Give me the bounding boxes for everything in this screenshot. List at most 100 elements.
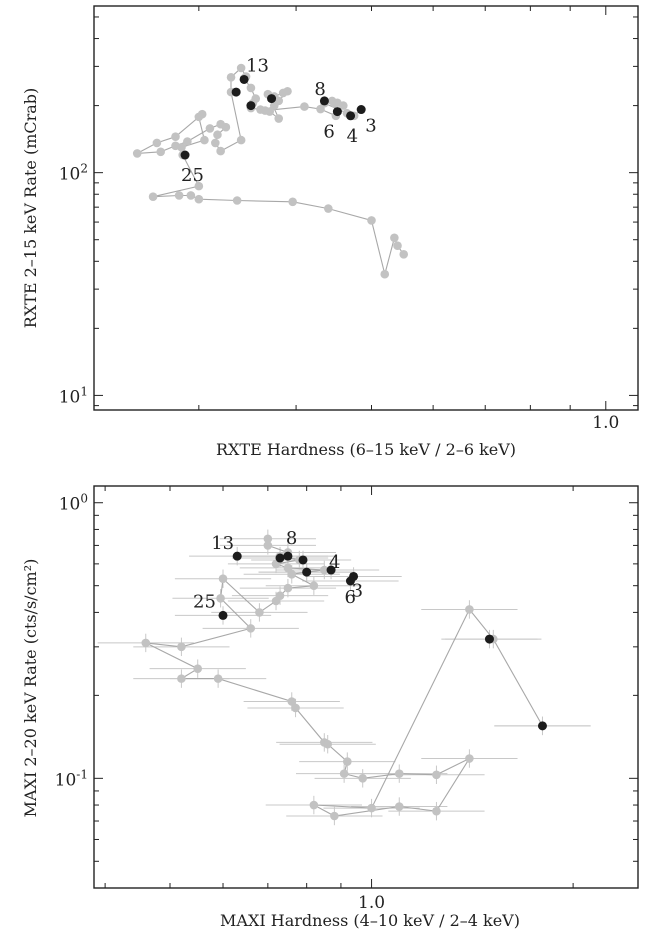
gray-point xyxy=(171,132,180,142)
gray-point xyxy=(132,149,142,158)
gray-point xyxy=(205,124,215,133)
gray-point xyxy=(218,574,228,584)
point-label: 8 xyxy=(314,79,325,100)
gray-point xyxy=(148,192,158,201)
gray-point xyxy=(177,642,186,652)
rxte-panel: 25 13 8 6 4 3 1.0 101 102 RXTE Hardness (6–15… xyxy=(21,5,639,459)
maxi-error-bars xyxy=(97,529,591,826)
gray-point xyxy=(177,674,186,683)
maxi-y-axis-label: MAXI 2–20 keV Rate (cts/s/cm²) xyxy=(21,559,40,818)
black-point xyxy=(267,94,277,104)
point-label: 13 xyxy=(246,55,269,76)
black-point xyxy=(537,721,547,731)
gray-point xyxy=(323,739,333,749)
black-point xyxy=(319,96,329,106)
gray-point xyxy=(246,83,256,93)
gray-point xyxy=(358,774,368,783)
gray-point xyxy=(236,63,246,73)
rxte-points xyxy=(132,63,409,279)
gray-point xyxy=(255,608,264,617)
point-label: 13 xyxy=(211,533,234,554)
gray-point xyxy=(309,581,319,590)
black-point xyxy=(345,576,355,586)
point-label: 4 xyxy=(329,552,340,573)
gray-point xyxy=(367,216,376,225)
gray-point xyxy=(343,757,352,766)
gray-point xyxy=(156,147,166,157)
gray-point xyxy=(269,101,279,110)
black-point xyxy=(232,551,242,561)
gray-point xyxy=(194,181,204,191)
gray-point xyxy=(236,135,246,145)
gray-point xyxy=(465,754,474,763)
gray-point xyxy=(186,191,196,200)
black-point xyxy=(218,610,228,620)
maxi-y-tick-label-0.1: 10-1 xyxy=(55,767,88,790)
gray-point xyxy=(260,106,270,115)
gray-point xyxy=(213,130,222,140)
gray-point xyxy=(232,196,242,205)
gray-point xyxy=(432,806,441,816)
point-label: 3 xyxy=(365,116,376,137)
gray-point xyxy=(152,138,162,148)
rxte-y-tick-label-100: 102 xyxy=(59,162,88,185)
rxte-y-axis-label: RXTE 2–15 keV Rate (mCrab) xyxy=(21,88,40,329)
gray-point xyxy=(283,86,292,96)
rxte-x-axis-label: RXTE Hardness (6–15 keV / 2–6 keV) xyxy=(216,440,516,459)
black-point xyxy=(180,150,190,160)
maxi-point-labels: 25 13 8 436 xyxy=(193,528,363,612)
black-point xyxy=(298,555,308,565)
gray-point xyxy=(300,102,309,111)
rxte-plot-frame xyxy=(93,5,639,411)
maxi-panel: 25 13 8 436 1.0 10-1 100 MAXI Hardness (4–1… xyxy=(21,485,639,930)
gray-point xyxy=(200,135,209,145)
maxi-points xyxy=(141,534,547,821)
gray-point xyxy=(394,802,404,811)
gray-point xyxy=(399,250,409,259)
gray-point xyxy=(390,233,399,243)
gray-point xyxy=(380,269,390,279)
gray-point xyxy=(287,569,297,579)
black-point xyxy=(239,74,249,84)
gray-point xyxy=(465,605,474,614)
gray-point xyxy=(287,697,297,706)
point-label: 6 xyxy=(323,122,334,143)
rxte-x-tick-label: 1.0 xyxy=(592,413,619,433)
rxte-point-labels: 25 13 8 6 4 3 xyxy=(181,55,377,186)
black-point xyxy=(346,111,356,121)
gray-point xyxy=(394,769,404,778)
point-label: 4 xyxy=(347,126,358,147)
gray-point xyxy=(271,596,281,606)
gray-point xyxy=(432,770,441,780)
maxi-x-axis-label: MAXI Hardness (4–10 keV / 2–4 keV) xyxy=(220,911,520,930)
black-point xyxy=(302,567,312,577)
gray-point xyxy=(283,583,293,593)
point-label: 6 xyxy=(344,587,355,608)
gray-point xyxy=(211,138,220,148)
rxte-y-tick-label-10: 101 xyxy=(59,384,88,407)
gray-point xyxy=(216,594,225,603)
point-label: 25 xyxy=(181,165,204,186)
gray-point xyxy=(193,664,203,673)
gray-point xyxy=(246,624,256,633)
gray-point xyxy=(274,114,284,123)
gray-point xyxy=(213,674,223,683)
black-point xyxy=(283,551,293,561)
gray-point xyxy=(194,194,204,204)
gray-point xyxy=(216,146,225,156)
gray-point xyxy=(288,197,297,207)
gray-point xyxy=(174,191,184,200)
gray-point xyxy=(323,204,333,213)
gray-point xyxy=(327,96,337,106)
gray-point xyxy=(183,137,192,146)
black-point xyxy=(326,565,336,575)
black-point xyxy=(332,107,342,117)
maxi-x-tick-label: 1.0 xyxy=(358,893,385,913)
gray-point xyxy=(367,803,376,813)
black-point xyxy=(484,634,494,644)
gray-point xyxy=(141,638,151,648)
gray-point xyxy=(226,72,236,82)
maxi-y-tick-label-1: 100 xyxy=(59,492,88,515)
black-point xyxy=(275,553,285,563)
